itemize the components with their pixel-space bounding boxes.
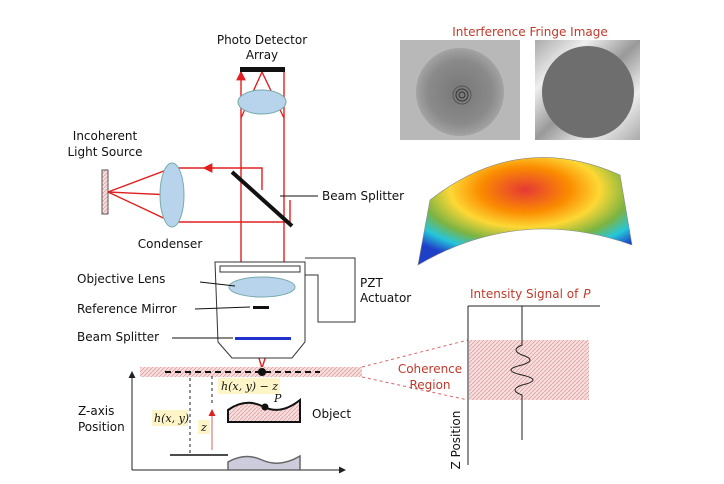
point-label: P [273,392,282,405]
fringe-disc [416,48,504,136]
tube-lens [237,89,287,115]
reference-mirror [253,306,269,309]
light-source-label: Light Source [68,145,143,159]
objective-housing [214,261,306,359]
leader [194,306,251,310]
reference-mirror-label: Reference Mirror [77,302,177,316]
beam-splitter [230,170,294,228]
label-bg [218,378,280,394]
surface-plot [417,157,633,266]
intensity-point: P [583,287,591,301]
objective-lens-label: Objective Lens [77,272,165,286]
z-label: z [200,421,207,434]
photo-detector [240,67,285,72]
fringe-disc [542,46,634,138]
intensity-title-text: Intensity Signal of [470,287,579,301]
pzt-actuator [305,257,356,323]
light-source [101,169,109,215]
beam-splitter-lower [235,337,291,340]
objective-housing [219,265,301,273]
light-source-label: Incoherent [73,129,138,143]
z-axis-label: Z-axis [78,404,114,418]
label-bg [198,420,210,434]
object-reference [227,454,301,471]
object-surface [227,397,301,423]
coherence-label: Coherence [398,362,462,376]
coherence-zone [469,340,589,400]
focus-point [258,368,266,376]
coherence-label: Region [409,378,450,392]
photo-detector-label: Array [246,48,278,62]
leader [199,281,236,287]
height-minus-z: h(x, y) − z [221,380,278,393]
zoom-lines [361,339,469,401]
label-bg [152,410,188,426]
point-p [261,403,269,411]
condenser [159,162,185,228]
fringe-rings [452,85,472,105]
intensity-signal [510,306,534,440]
object-label: Object [312,407,351,421]
photo-detector-label: Photo Detector [217,33,307,47]
beam-splitter-label: Beam Splitter [322,189,404,203]
pzt-label: PZT [360,276,383,290]
z-position-label: Z Position [449,411,463,470]
fringe-title: Interference Fringe Image [452,25,608,39]
z-axis-label: Position [78,420,125,434]
objective-lens [228,276,296,298]
beam-splitter-lower-label: Beam Splitter [77,330,159,344]
condenser-label: Condenser [138,237,203,251]
height-label: h(x, y) [154,412,189,425]
intensity-title: Intensity Signal of P [470,287,591,301]
pzt-label: Actuator [360,291,411,305]
